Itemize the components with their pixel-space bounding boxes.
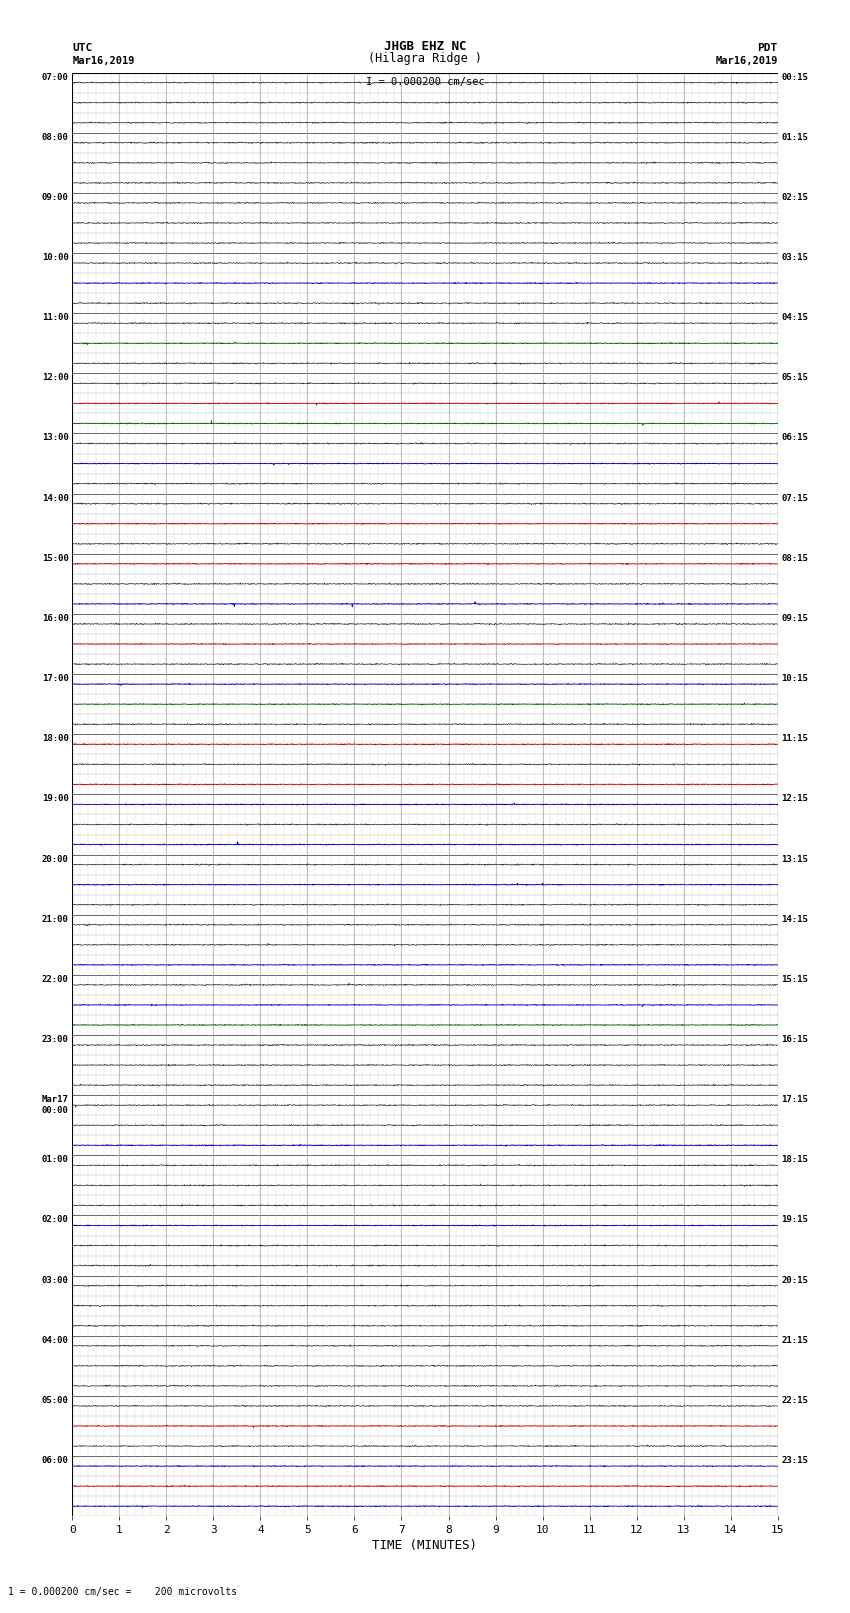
Text: 09:00: 09:00 — [42, 194, 69, 202]
Text: 04:15: 04:15 — [781, 313, 808, 323]
Text: 21:00: 21:00 — [42, 915, 69, 924]
Text: 08:15: 08:15 — [781, 553, 808, 563]
Text: 00:15: 00:15 — [781, 73, 808, 82]
Text: PDT: PDT — [757, 44, 778, 53]
Text: 01:15: 01:15 — [781, 132, 808, 142]
Text: 04:00: 04:00 — [42, 1336, 69, 1345]
Text: 14:00: 14:00 — [42, 494, 69, 503]
Text: 07:00: 07:00 — [42, 73, 69, 82]
Text: 18:00: 18:00 — [42, 734, 69, 744]
Text: 06:00: 06:00 — [42, 1457, 69, 1465]
Text: Mar16,2019: Mar16,2019 — [715, 56, 778, 66]
Text: 16:00: 16:00 — [42, 615, 69, 623]
Text: 23:00: 23:00 — [42, 1036, 69, 1044]
Text: 05:00: 05:00 — [42, 1395, 69, 1405]
Text: 20:15: 20:15 — [781, 1276, 808, 1284]
Text: 13:00: 13:00 — [42, 434, 69, 442]
Text: 03:15: 03:15 — [781, 253, 808, 261]
Text: 10:15: 10:15 — [781, 674, 808, 682]
Text: 10:00: 10:00 — [42, 253, 69, 261]
Text: 17:15: 17:15 — [781, 1095, 808, 1105]
Text: 01:00: 01:00 — [42, 1155, 69, 1165]
Text: 06:15: 06:15 — [781, 434, 808, 442]
Text: 03:00: 03:00 — [42, 1276, 69, 1284]
Text: 09:15: 09:15 — [781, 615, 808, 623]
Text: 15:15: 15:15 — [781, 974, 808, 984]
Text: UTC: UTC — [72, 44, 93, 53]
Text: 00:00: 00:00 — [42, 1107, 69, 1115]
Text: 1 = 0.000200 cm/sec =    200 microvolts: 1 = 0.000200 cm/sec = 200 microvolts — [8, 1587, 238, 1597]
Text: 19:00: 19:00 — [42, 794, 69, 803]
Text: 21:15: 21:15 — [781, 1336, 808, 1345]
Text: 08:00: 08:00 — [42, 132, 69, 142]
Text: 22:15: 22:15 — [781, 1395, 808, 1405]
Text: I = 0.000200 cm/sec: I = 0.000200 cm/sec — [366, 77, 484, 87]
Text: 11:00: 11:00 — [42, 313, 69, 323]
Text: 20:00: 20:00 — [42, 855, 69, 863]
Text: (Hilagra Ridge ): (Hilagra Ridge ) — [368, 52, 482, 65]
Text: 13:15: 13:15 — [781, 855, 808, 863]
Text: 12:00: 12:00 — [42, 373, 69, 382]
Text: 12:15: 12:15 — [781, 794, 808, 803]
Text: 02:00: 02:00 — [42, 1216, 69, 1224]
Text: 14:15: 14:15 — [781, 915, 808, 924]
Text: Mar16,2019: Mar16,2019 — [72, 56, 135, 66]
Text: 07:15: 07:15 — [781, 494, 808, 503]
Text: 05:15: 05:15 — [781, 373, 808, 382]
Text: 02:15: 02:15 — [781, 194, 808, 202]
Text: 18:15: 18:15 — [781, 1155, 808, 1165]
Text: 16:15: 16:15 — [781, 1036, 808, 1044]
Text: Mar17: Mar17 — [42, 1095, 69, 1105]
Text: 17:00: 17:00 — [42, 674, 69, 682]
Text: 23:15: 23:15 — [781, 1457, 808, 1465]
Text: 22:00: 22:00 — [42, 974, 69, 984]
Text: 19:15: 19:15 — [781, 1216, 808, 1224]
X-axis label: TIME (MINUTES): TIME (MINUTES) — [372, 1539, 478, 1552]
Text: JHGB EHZ NC: JHGB EHZ NC — [383, 40, 467, 53]
Text: 11:15: 11:15 — [781, 734, 808, 744]
Text: 15:00: 15:00 — [42, 553, 69, 563]
